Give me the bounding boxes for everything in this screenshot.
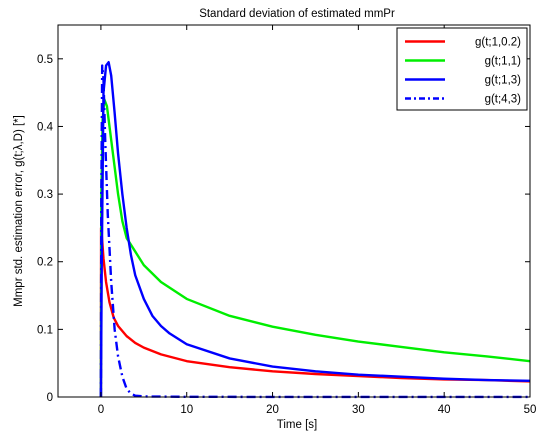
y-axis-label: Mmpr std. estimation error, g(t;λ,D) [*]: [13, 115, 25, 307]
x-tick-label: 50: [524, 404, 537, 416]
plot-border: [57, 24, 531, 398]
series-line-2: [99, 98, 531, 398]
x-tick-label: 0: [98, 404, 104, 416]
y-tick-label: 0.2: [37, 257, 53, 269]
axes-layer: 0 10 20 30 40 50 0 0.1 0.2 0.3 0.4 0.5: [37, 25, 536, 416]
legend-label: g(t;1,1): [485, 56, 522, 68]
series-line-3: [99, 61, 531, 398]
x-tick-label: 20: [266, 404, 279, 416]
y-tick-label: 0.5: [37, 54, 53, 66]
chart-title: Standard deviation of estimated mmPr: [199, 8, 395, 20]
legend-label: g(t;1,0.2): [475, 37, 521, 49]
series-line-1: [99, 226, 531, 398]
legend-label: g(t;4,3): [485, 94, 522, 106]
y-tick-label: 0.1: [37, 324, 53, 336]
y-tick-label: 0.4: [37, 121, 54, 133]
x-axis-label: Time [s]: [277, 419, 317, 431]
x-tick-label: 10: [180, 404, 193, 416]
legend: g(t;1,0.2) g(t;1,1) g(t;1,3) g(t;4,3): [396, 27, 528, 111]
y-tick-label: 0: [47, 392, 53, 404]
x-tick-label: 40: [438, 404, 451, 416]
legend-label: g(t;1,3): [485, 75, 522, 87]
y-tick-label: 0.3: [37, 189, 53, 201]
x-tick-label: 30: [352, 404, 365, 416]
